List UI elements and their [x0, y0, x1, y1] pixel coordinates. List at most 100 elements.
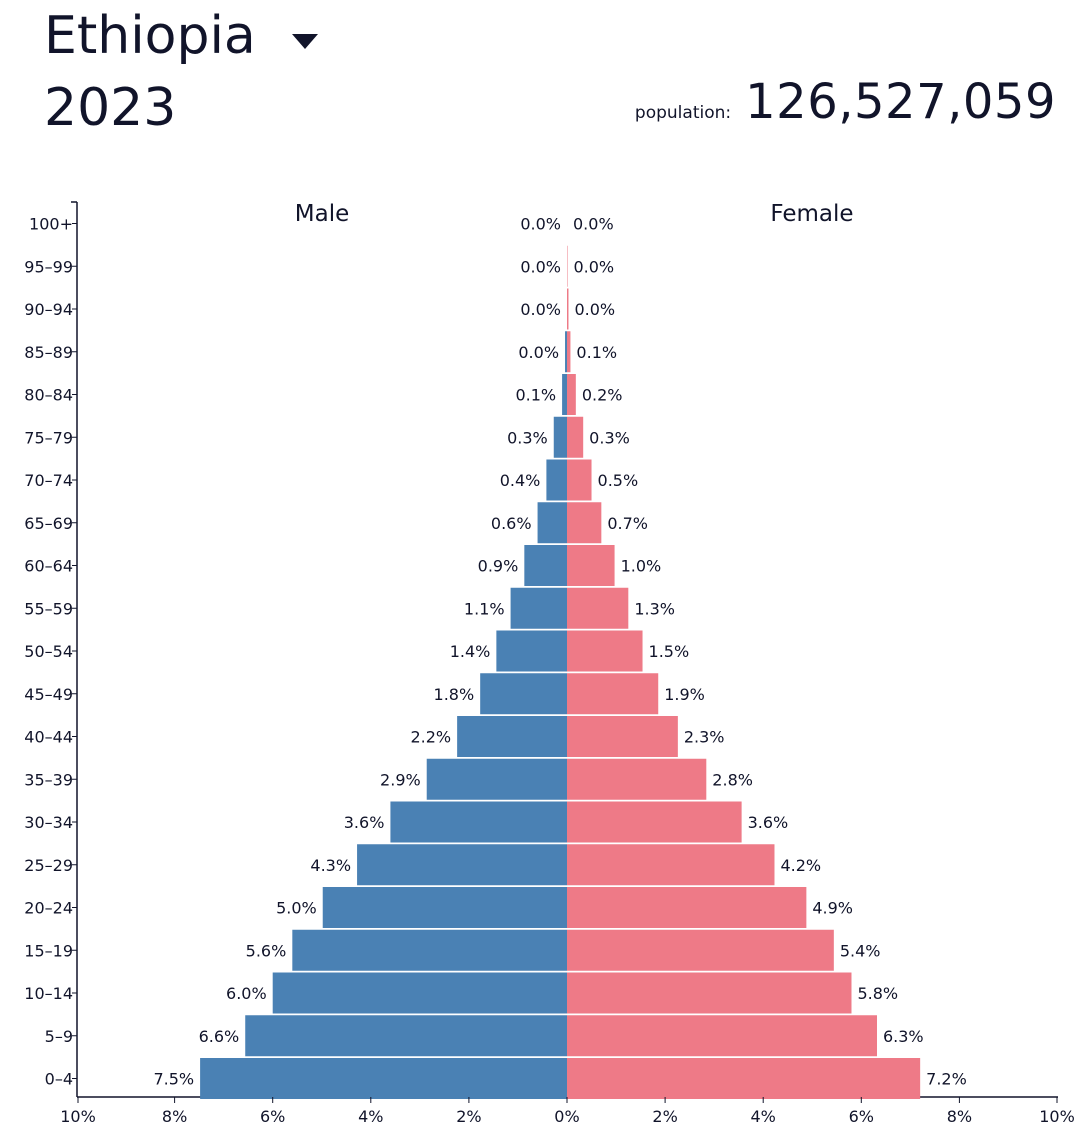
male-value-label: 4.3% — [310, 856, 351, 875]
x-tick-label: 6% — [260, 1107, 285, 1126]
male-bar — [357, 844, 567, 886]
female-bar — [567, 929, 834, 971]
female-value-label: 3.6% — [748, 813, 789, 832]
male-value-label: 0.0% — [520, 215, 561, 234]
population-summary: population: 126,527,059 — [635, 74, 1056, 130]
age-label: 20–24 — [24, 899, 73, 918]
male-bar — [510, 587, 567, 629]
age-label: 35–39 — [24, 770, 73, 789]
female-bar — [567, 801, 742, 843]
year-label: 2023 — [44, 78, 177, 138]
male-value-label: 0.1% — [515, 386, 556, 405]
x-tick-label: 0% — [554, 1107, 579, 1126]
female-bar — [567, 459, 592, 501]
age-label: 75–79 — [24, 428, 73, 447]
age-label: 95–99 — [24, 257, 73, 276]
country-name[interactable]: Ethiopia — [44, 6, 256, 66]
female-bar — [567, 331, 571, 373]
female-bar — [567, 545, 615, 586]
female-value-label: 0.0% — [573, 257, 614, 276]
age-label: 100+ — [29, 215, 73, 234]
female-bar — [567, 374, 576, 415]
female-bar — [567, 288, 569, 330]
male-value-label: 2.9% — [380, 770, 421, 789]
female-bar — [567, 972, 852, 1014]
male-value-label: 0.3% — [507, 428, 548, 447]
female-value-label: 0.1% — [576, 343, 617, 362]
male-bar — [322, 887, 567, 928]
country-selector[interactable]: Ethiopia — [44, 4, 318, 68]
male-value-label: 0.9% — [478, 557, 519, 576]
age-label: 15–19 — [24, 941, 73, 960]
x-tick-label: 2% — [456, 1107, 481, 1126]
age-label: 0–4 — [45, 1070, 73, 1089]
male-value-label: 1.1% — [464, 599, 505, 618]
male-value-label: 5.0% — [276, 899, 317, 918]
female-value-label: 1.5% — [649, 642, 690, 661]
female-bar — [567, 502, 602, 544]
male-bar — [496, 630, 567, 672]
age-label: 50–54 — [24, 642, 73, 661]
x-tick-label: 10% — [60, 1107, 96, 1126]
age-label: 55–59 — [24, 599, 73, 618]
age-label: 30–34 — [24, 813, 73, 832]
female-value-label: 0.0% — [573, 215, 614, 234]
x-tick-label: 4% — [751, 1107, 776, 1126]
x-tick-label: 8% — [162, 1107, 187, 1126]
female-value-label: 1.3% — [634, 599, 675, 618]
age-label: 90–94 — [24, 300, 73, 319]
age-label: 80–84 — [24, 386, 73, 405]
male-bar — [200, 1058, 567, 1099]
female-value-label: 4.9% — [812, 899, 853, 918]
age-label: 65–69 — [24, 514, 73, 533]
age-label: 10–14 — [24, 984, 73, 1003]
male-bar — [537, 502, 567, 544]
female-value-label: 5.4% — [840, 941, 881, 960]
x-tick-label: 6% — [849, 1107, 874, 1126]
female-value-label: 0.2% — [582, 386, 623, 405]
male-bar — [426, 758, 567, 800]
male-value-label: 2.2% — [410, 728, 451, 747]
age-label: 25–29 — [24, 856, 73, 875]
male-bar — [272, 972, 567, 1014]
male-bar — [562, 374, 567, 415]
male-bar — [546, 459, 567, 501]
x-tick-label: 2% — [652, 1107, 677, 1126]
male-value-label: 6.0% — [226, 984, 267, 1003]
female-value-label: 2.8% — [712, 770, 753, 789]
male-bar — [457, 716, 567, 757]
male-bar — [480, 673, 567, 715]
male-bar — [245, 1015, 567, 1057]
series-label-male: Male — [295, 201, 349, 227]
x-tick-label: 8% — [947, 1107, 972, 1126]
female-value-label: 6.3% — [883, 1027, 924, 1046]
male-value-label: 1.8% — [434, 685, 475, 704]
female-value-label: 0.3% — [589, 428, 630, 447]
female-bar — [567, 1015, 877, 1057]
male-bar — [292, 929, 567, 971]
male-value-label: 0.0% — [520, 257, 561, 276]
female-value-label: 7.2% — [926, 1070, 967, 1089]
female-bar — [567, 630, 643, 672]
female-bar — [567, 758, 707, 800]
triangle-down-icon[interactable] — [291, 33, 318, 49]
male-value-label: 0.6% — [491, 514, 532, 533]
x-tick-label: 4% — [358, 1107, 383, 1126]
age-label: 40–44 — [24, 728, 73, 747]
male-bar — [565, 331, 567, 373]
x-tick-label: 10% — [1039, 1107, 1075, 1126]
series-label-female: Female — [770, 201, 853, 227]
female-value-label: 4.2% — [780, 856, 821, 875]
male-value-label: 0.4% — [500, 471, 541, 490]
male-value-label: 0.0% — [518, 343, 559, 362]
male-value-label: 3.6% — [344, 813, 385, 832]
age-label: 85–89 — [24, 343, 73, 362]
age-label: 5–9 — [45, 1027, 73, 1046]
age-label: 45–49 — [24, 685, 73, 704]
male-bar — [524, 545, 567, 586]
female-value-label: 5.8% — [857, 984, 898, 1003]
age-label: 60–64 — [24, 557, 73, 576]
age-label: 70–74 — [24, 471, 73, 490]
female-bar — [567, 416, 584, 458]
female-value-label: 0.7% — [607, 514, 648, 533]
